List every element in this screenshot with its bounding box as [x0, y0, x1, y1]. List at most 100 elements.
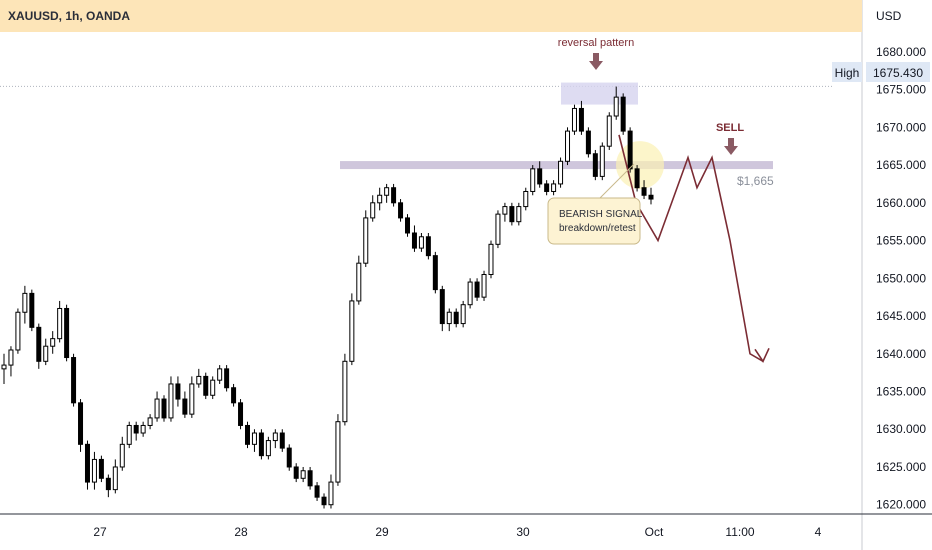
- candle[interactable]: [439, 285, 445, 332]
- candle[interactable]: [286, 444, 292, 471]
- candle[interactable]: [488, 240, 494, 279]
- candle[interactable]: [418, 232, 424, 252]
- candle[interactable]: [258, 429, 264, 460]
- candle[interactable]: [244, 421, 250, 449]
- candle[interactable]: [210, 376, 216, 400]
- candle[interactable]: [328, 474, 334, 509]
- candle[interactable]: [43, 338, 49, 366]
- candle[interactable]: [133, 421, 139, 441]
- candle[interactable]: [84, 440, 90, 490]
- candle[interactable]: [126, 421, 132, 449]
- candle[interactable]: [495, 210, 501, 249]
- candle[interactable]: [272, 429, 278, 449]
- candle[interactable]: [189, 376, 195, 418]
- candle[interactable]: [217, 365, 223, 384]
- currency-label[interactable]: USD: [876, 9, 902, 23]
- candle[interactable]: [467, 278, 473, 309]
- candle[interactable]: [50, 331, 56, 354]
- candle[interactable]: [599, 142, 605, 181]
- candle[interactable]: [578, 100, 584, 135]
- candle[interactable]: [571, 104, 577, 135]
- candle[interactable]: [356, 255, 362, 305]
- candle[interactable]: [293, 463, 299, 483]
- candle[interactable]: [15, 308, 21, 354]
- candle[interactable]: [196, 368, 202, 388]
- candle[interactable]: [620, 93, 626, 135]
- candle[interactable]: [530, 165, 536, 196]
- candle[interactable]: [523, 187, 529, 211]
- candle[interactable]: [168, 376, 174, 422]
- candle[interactable]: [161, 395, 167, 422]
- candle[interactable]: [544, 180, 550, 196]
- candle[interactable]: [335, 414, 341, 486]
- candle[interactable]: [641, 180, 647, 200]
- candle[interactable]: [537, 161, 543, 188]
- candle[interactable]: [265, 436, 271, 460]
- candle[interactable]: [592, 149, 598, 181]
- candle[interactable]: [606, 112, 612, 150]
- candle[interactable]: [648, 187, 654, 205]
- candle[interactable]: [71, 353, 77, 407]
- candle[interactable]: [405, 214, 411, 237]
- candle[interactable]: [182, 391, 188, 418]
- candle[interactable]: [140, 421, 146, 437]
- candle[interactable]: [509, 202, 515, 226]
- candle[interactable]: [147, 414, 153, 430]
- candle[interactable]: [613, 86, 619, 120]
- candle[interactable]: [22, 285, 28, 324]
- candle[interactable]: [119, 436, 125, 471]
- symbol-title[interactable]: XAUUSD, 1h, OANDA: [8, 9, 131, 23]
- candle[interactable]: [251, 429, 257, 452]
- candle[interactable]: [8, 346, 14, 377]
- candle[interactable]: [565, 127, 571, 166]
- high-label-bg: [832, 62, 862, 82]
- candle[interactable]: [91, 451, 97, 490]
- candle[interactable]: [105, 474, 111, 498]
- candle[interactable]: [78, 399, 84, 452]
- candle[interactable]: [314, 482, 320, 501]
- candle[interactable]: [558, 157, 564, 188]
- candle[interactable]: [474, 278, 480, 301]
- candle[interactable]: [349, 293, 355, 366]
- candle[interactable]: [279, 429, 285, 452]
- candle[interactable]: [551, 180, 557, 196]
- candle[interactable]: [432, 251, 438, 294]
- candle[interactable]: [300, 466, 306, 483]
- candle[interactable]: [57, 300, 63, 343]
- candle[interactable]: [585, 127, 591, 158]
- candle[interactable]: [425, 232, 431, 260]
- candle[interactable]: [446, 308, 452, 332]
- candle[interactable]: [411, 225, 417, 252]
- high-label: High: [835, 66, 860, 80]
- candle[interactable]: [307, 466, 313, 490]
- candle[interactable]: [231, 383, 237, 407]
- candle[interactable]: [516, 202, 522, 226]
- candle[interactable]: [224, 365, 230, 392]
- candle[interactable]: [321, 493, 327, 509]
- candle[interactable]: [238, 399, 244, 430]
- candle[interactable]: [370, 195, 376, 222]
- candle[interactable]: [342, 353, 348, 426]
- candle[interactable]: [634, 165, 640, 192]
- candle[interactable]: [175, 376, 181, 407]
- candle[interactable]: [460, 300, 466, 328]
- candle[interactable]: [377, 187, 383, 211]
- candle[interactable]: [627, 127, 633, 173]
- candle[interactable]: [391, 183, 397, 207]
- candle[interactable]: [112, 459, 118, 494]
- candle[interactable]: [29, 289, 35, 332]
- candle[interactable]: [98, 455, 104, 483]
- candle[interactable]: [502, 202, 508, 222]
- candle[interactable]: [453, 308, 459, 328]
- candle[interactable]: [1, 353, 7, 384]
- candle[interactable]: [481, 270, 487, 301]
- candle[interactable]: [363, 210, 369, 267]
- candle[interactable]: [203, 372, 209, 400]
- candle[interactable]: [154, 391, 160, 422]
- candle[interactable]: [36, 323, 42, 369]
- candle[interactable]: [398, 199, 404, 222]
- candle[interactable]: [64, 304, 70, 362]
- candle[interactable]: [384, 183, 390, 203]
